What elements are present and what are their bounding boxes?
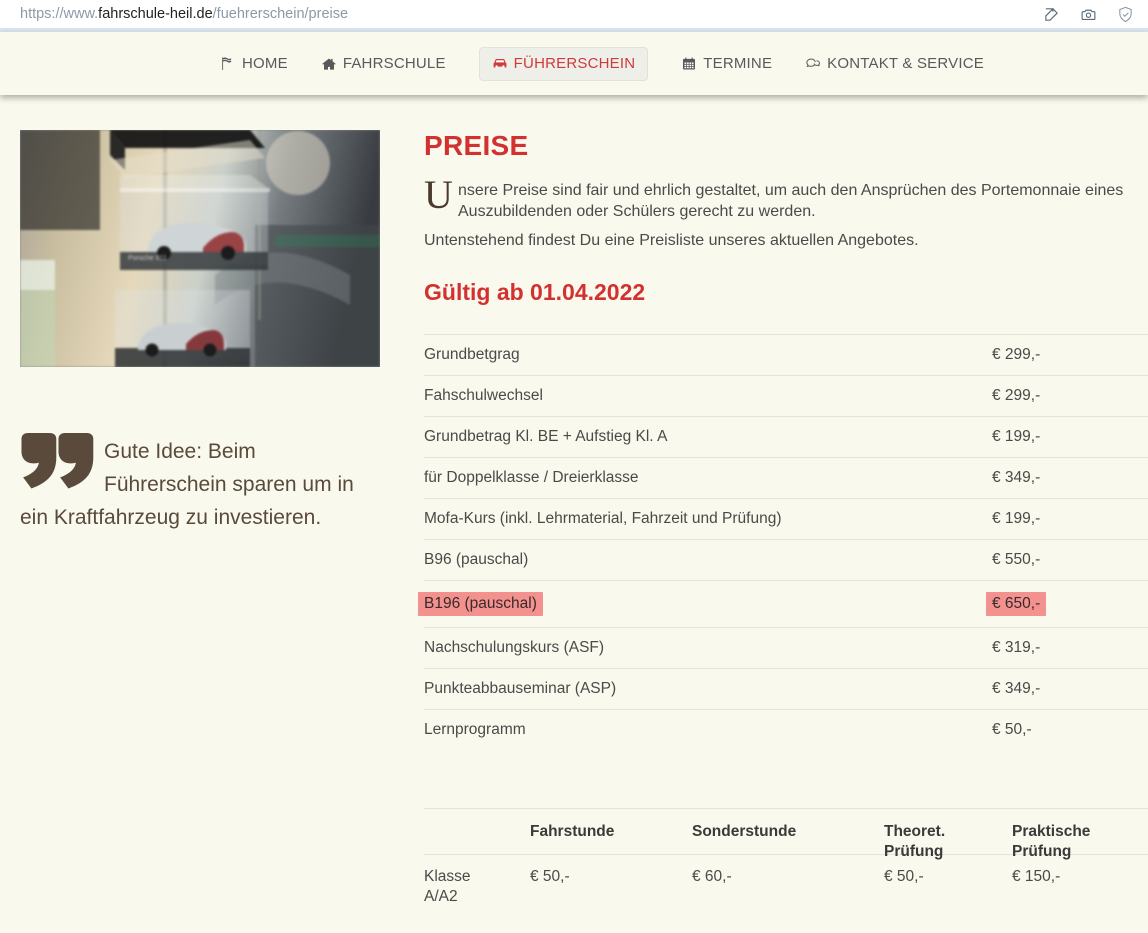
svg-text:Porsche 911: Porsche 911 (128, 255, 167, 262)
